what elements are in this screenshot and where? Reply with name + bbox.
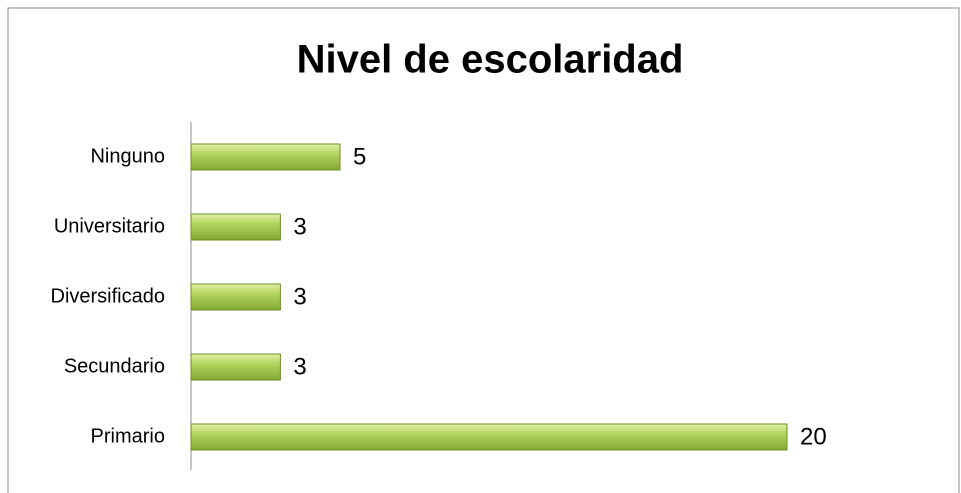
bar xyxy=(190,213,281,241)
value-label: 3 xyxy=(293,283,306,310)
chart-title: Nivel de escolaridad xyxy=(297,38,684,82)
category-label: Diversificado xyxy=(51,285,165,307)
category-label: Secundario xyxy=(64,355,165,377)
value-label: 20 xyxy=(800,423,827,450)
category-label: Primario xyxy=(91,425,165,447)
chart-frame xyxy=(7,7,960,493)
bar xyxy=(190,353,281,381)
bar xyxy=(190,423,788,451)
bar xyxy=(190,143,341,171)
value-label: 3 xyxy=(293,353,306,380)
category-label: Universitario xyxy=(54,215,165,237)
value-label: 5 xyxy=(353,143,366,170)
bar xyxy=(190,283,281,311)
category-label: Ninguno xyxy=(90,145,165,167)
value-label: 3 xyxy=(293,213,306,240)
